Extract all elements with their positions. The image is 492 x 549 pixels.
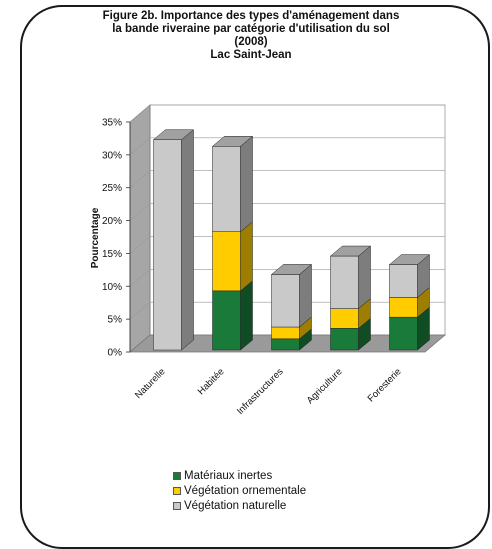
- bar-habitee-vegetation-ornementale-side: [240, 221, 253, 292]
- legend: Matériaux inertes Végétation ornementale…: [173, 468, 306, 513]
- bar-top-habitee: [211, 136, 254, 147]
- bar-naturelle-vegetation-naturelle-side: [181, 129, 194, 351]
- gridline-side: [129, 137, 151, 156]
- y-tick-label: 0%: [108, 348, 123, 359]
- bar-foresterie-vegetation-naturelle: [389, 264, 418, 298]
- bar-habitee-vegetation-naturelle-side: [240, 135, 253, 233]
- legend-label-vegetation-ornementale: Végétation ornementale: [184, 484, 307, 497]
- legend-label-materiaux-inertes: Matériaux inertes: [184, 469, 273, 482]
- bar-infrastructures-vegetation-ornementale: [271, 326, 300, 340]
- legend-item-vegetation-naturelle: Végétation naturelle: [173, 498, 306, 513]
- y-axis-label: Pourcentage: [90, 207, 101, 268]
- gridline-side: [129, 236, 151, 254]
- y-tick-label: 10%: [102, 282, 122, 293]
- chart-title-line-3: (2008): [234, 36, 268, 48]
- bar-top-naturelle: [152, 129, 195, 140]
- x-tick-label-agriculture: Agriculture: [305, 366, 345, 406]
- y-tick-label: 35%: [102, 118, 122, 129]
- legend-swatch-vegetation-naturelle: [173, 501, 181, 510]
- legend-swatch-vegetation-ornementale: [173, 486, 181, 495]
- x-tick-label-infrastructures: Infrastructures: [235, 366, 286, 417]
- bar-infrastructures-vegetation-naturelle-side: [299, 263, 312, 328]
- x-tick-label-foresterie: Foresterie: [366, 366, 404, 404]
- legend-label-vegetation-naturelle: Végétation naturelle: [184, 499, 287, 512]
- bar-agriculture-materiaux-inertes: [330, 328, 359, 351]
- bar-agriculture-vegetation-naturelle: [330, 255, 359, 309]
- bar-habitee-vegetation-naturelle: [212, 146, 241, 232]
- bar-infrastructures-vegetation-naturelle: [271, 274, 300, 328]
- y-tick-label: 30%: [102, 150, 122, 161]
- bar-habitee-materiaux-inertes-side: [240, 280, 253, 351]
- bar-agriculture-vegetation-ornementale: [330, 308, 359, 329]
- y-tick-label: 15%: [102, 249, 122, 260]
- bar-top-infrastructures: [270, 264, 313, 275]
- bar-agriculture-vegetation-naturelle-side: [358, 245, 371, 310]
- chart-plot: 0% 5% 10% 15% 20% 25% 30% 35% Pourcentage Naturel…: [90, 104, 447, 417]
- bar-infrastructures-materiaux-inertes: [271, 338, 300, 351]
- bar-foresterie-materiaux-inertes: [389, 316, 418, 351]
- gridline-side: [129, 301, 151, 320]
- chart-title-line-4: Lac Saint-Jean: [210, 49, 292, 61]
- gridline-side: [129, 269, 151, 287]
- legend-swatch-materiaux-inertes: [173, 471, 181, 480]
- gridline-side: [129, 170, 151, 188]
- chart-title: Figure 2b. Importance des types d'aménag…: [40, 10, 462, 62]
- gridline-side: [129, 104, 151, 123]
- chart-title-line-1: Figure 2b. Importance des types d'aménag…: [102, 10, 400, 22]
- bar-top-agriculture: [329, 245, 372, 257]
- legend-item-materiaux-inertes: Matériaux inertes: [173, 468, 306, 483]
- bar-habitee-vegetation-ornementale: [212, 231, 241, 292]
- y-tick-label: 5%: [108, 315, 123, 326]
- bar-top-foresterie: [388, 254, 431, 265]
- legend-item-vegetation-ornementale: Végétation ornementale: [173, 483, 306, 498]
- bar-foresterie-vegetation-ornementale: [389, 297, 418, 318]
- bar-naturelle-vegetation-naturelle: [153, 139, 182, 351]
- gridline-side: [129, 203, 151, 221]
- y-tick-label: 20%: [102, 216, 122, 227]
- chart-title-line-2: la bande riveraine par catégorie d'utili…: [112, 23, 390, 35]
- x-tick-label-habitee: Habitée: [196, 366, 227, 397]
- side-wall: [129, 104, 151, 353]
- y-tick-label: 25%: [102, 183, 122, 194]
- bar-habitee-materiaux-inertes: [212, 290, 241, 351]
- x-tick-label-naturelle: Naturelle: [133, 366, 168, 401]
